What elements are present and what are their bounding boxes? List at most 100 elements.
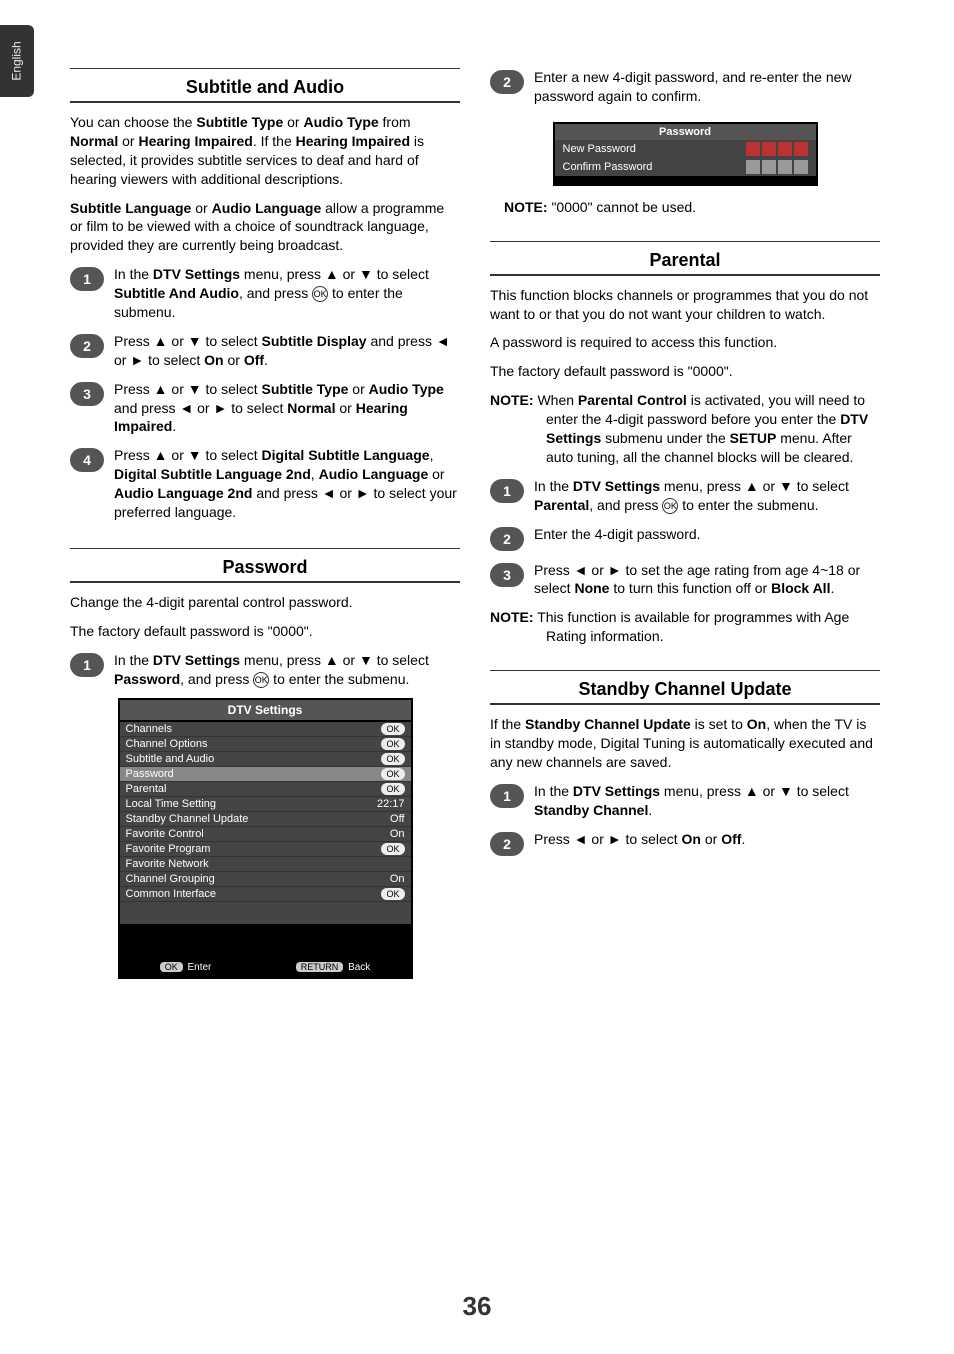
right-column: 2 Enter a new 4-digit password, and re-e… <box>490 68 880 979</box>
t: Off <box>244 352 264 368</box>
para: Change the 4-digit parental control pass… <box>70 593 460 612</box>
t: In the <box>534 478 573 494</box>
section-title: Parental <box>490 250 880 271</box>
t: Parental <box>534 497 589 513</box>
t: , and press <box>180 671 253 687</box>
t: Hearing Impaired <box>138 133 252 149</box>
ok-icon: OK <box>312 286 328 302</box>
t: In the <box>534 783 573 799</box>
panel-row: Favorite ProgramOK <box>120 842 411 857</box>
t: Off <box>721 831 741 847</box>
pw-boxes <box>746 142 808 156</box>
pw-boxes <box>746 160 808 174</box>
t: In the <box>114 266 153 282</box>
step-text: Press ▲ or ▼ to select Digital Subtitle … <box>114 446 460 522</box>
panel-row-label: Common Interface <box>126 888 216 900</box>
rule <box>490 274 880 276</box>
panel-row: Standby Channel UpdateOff <box>120 812 411 827</box>
t: If the <box>490 716 525 732</box>
panel-row-value: OK <box>381 783 404 795</box>
t: NOTE: <box>490 609 534 625</box>
t: This function is available for programme… <box>534 609 850 644</box>
panel-title: Password <box>555 124 816 140</box>
rule <box>70 101 460 103</box>
t: Confirm Password <box>563 161 653 173</box>
t: to turn this function off or <box>609 580 771 596</box>
panel-row: Subtitle and AudioOK <box>120 752 411 767</box>
step-4: 4 Press ▲ or ▼ to select Digital Subtitl… <box>70 446 460 522</box>
para: Subtitle Language or Audio Language allo… <box>70 199 460 256</box>
t: . <box>741 831 745 847</box>
para: The factory default password is "0000". <box>490 362 880 381</box>
step-number: 2 <box>490 70 524 94</box>
step-number: 4 <box>70 448 104 472</box>
step-3: 3 Press ▲ or ▼ to select Subtitle Type o… <box>70 380 460 437</box>
t: Hearing Impaired <box>296 133 410 149</box>
panel-row-value: 22:17 <box>377 798 405 810</box>
t: . <box>648 802 652 818</box>
panel-row: ParentalOK <box>120 782 411 797</box>
t: or <box>191 200 211 216</box>
step-number: 1 <box>70 267 104 291</box>
pw-row-new: New Password <box>555 140 816 158</box>
t: or <box>224 352 244 368</box>
t: submenu under the <box>601 430 729 446</box>
panel-row-label: Channel Grouping <box>126 873 215 885</box>
t: NOTE: <box>490 392 534 408</box>
t: Press ▲ or ▼ to select <box>114 381 262 397</box>
step-text: Press ◄ or ► to set the age rating from … <box>534 561 880 599</box>
t: from <box>379 114 411 130</box>
panel-row-label: Standby Channel Update <box>126 813 249 825</box>
para: This function blocks channels or program… <box>490 286 880 324</box>
rule <box>490 670 880 671</box>
section-parental: Parental This function blocks channels o… <box>490 241 880 656</box>
section-title: Password <box>70 557 460 578</box>
t: "0000" cannot be used. <box>548 199 697 215</box>
t: SETUP <box>730 430 777 446</box>
left-column: Subtitle and Audio You can choose the Su… <box>70 68 460 979</box>
t: or <box>118 133 138 149</box>
t: Normal <box>70 133 118 149</box>
panel-row-label: Channel Options <box>126 738 208 750</box>
step-number: 3 <box>70 382 104 406</box>
t: Press ▲ or ▼ to select <box>114 447 262 463</box>
t: Press ◄ or ► to select <box>534 831 682 847</box>
t: Back <box>348 962 370 973</box>
t: Audio Language <box>319 466 429 482</box>
t: or <box>428 466 444 482</box>
section-password: Password Change the 4-digit parental con… <box>70 548 460 980</box>
t: , <box>311 466 319 482</box>
step-number: 2 <box>490 832 524 856</box>
t: or <box>335 400 355 416</box>
section-subtitle-audio: Subtitle and Audio You can choose the Su… <box>70 68 460 532</box>
step-number: 2 <box>490 527 524 551</box>
step-2: 2 Press ◄ or ► to select On or Off. <box>490 830 880 856</box>
t: Digital Subtitle Language <box>262 447 430 463</box>
step-text: Press ▲ or ▼ to select Subtitle Display … <box>114 332 460 370</box>
t: Digital Subtitle Language 2nd <box>114 466 311 482</box>
step-text: Enter the 4-digit password. <box>534 525 880 551</box>
t: Parental Control <box>578 392 687 408</box>
password-panel: Password New Password Confirm Password <box>553 122 818 186</box>
panel-row-value: OK <box>381 753 404 765</box>
panel-rows: ChannelsOKChannel OptionsOKSubtitle and … <box>120 722 411 902</box>
t: Password <box>114 671 180 687</box>
panel-footer: OK Enter RETURN Back <box>118 962 413 973</box>
t: menu, press ▲ or ▼ to select <box>240 652 429 668</box>
step-number: 1 <box>70 653 104 677</box>
note: NOTE: This function is available for pro… <box>490 608 880 646</box>
t: Subtitle Display <box>262 333 367 349</box>
panel-row: ChannelsOK <box>120 722 411 737</box>
ok-icon: OK <box>662 498 678 514</box>
t: menu, press ▲ or ▼ to select <box>660 783 849 799</box>
ok-pill: OK <box>160 962 183 972</box>
return-pill: RETURN <box>296 962 344 972</box>
step-number: 3 <box>490 563 524 587</box>
t: menu, press ▲ or ▼ to select <box>660 478 849 494</box>
side-tab: English <box>0 25 34 97</box>
step-text: Press ◄ or ► to select On or Off. <box>534 830 880 856</box>
panel-title: DTV Settings <box>120 700 411 720</box>
panel-row-value: OK <box>381 888 404 900</box>
step-text: In the DTV Settings menu, press ▲ or ▼ t… <box>534 477 880 515</box>
note: NOTE: "0000" cannot be used. <box>504 198 880 217</box>
